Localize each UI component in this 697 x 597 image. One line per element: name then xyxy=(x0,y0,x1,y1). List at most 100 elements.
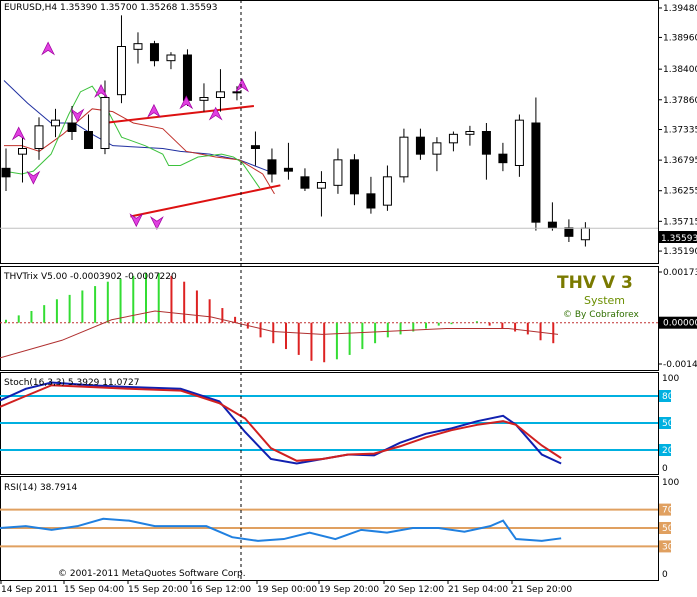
candle-body xyxy=(333,159,343,186)
candle-body xyxy=(498,153,508,164)
candle-body xyxy=(1,167,11,178)
sell-signal-arrow xyxy=(147,103,161,118)
candle-body xyxy=(366,193,376,209)
candle-body xyxy=(514,119,524,166)
time-tick-label: 19 Sep 20:00 xyxy=(319,585,379,595)
candle-body xyxy=(564,227,574,237)
candle-body xyxy=(133,43,143,50)
candle-body xyxy=(382,176,392,206)
candle-body xyxy=(465,131,475,135)
time-axis: 14 Sep 2011 15 Sep 04:00 15 Sep 20:00 16 Se… xyxy=(0,580,572,595)
rsi-level-box xyxy=(659,522,671,534)
price-tick-label: 1.36255 xyxy=(663,187,697,197)
time-tick-label: 14 Sep 2011 xyxy=(1,585,58,595)
price-tick-label: 1.38960 xyxy=(663,33,697,43)
time-tick-label: 15 Sep 20:00 xyxy=(128,585,188,595)
trend-line-0 xyxy=(103,105,255,124)
price-axis: 1.39480 1.38960 1.38400 1.37860 1.37335 1.367… xyxy=(0,4,697,257)
candle-body xyxy=(116,46,126,96)
trix-signal xyxy=(0,310,559,359)
rsi-panel[interactable]: 100 70 50 30 0 RSI(14) 38.7914 © 2001-2011 M… xyxy=(0,478,679,580)
main-frame xyxy=(0,0,659,264)
rsi-tick-label: 50 xyxy=(662,524,674,534)
rsi-axis: 100 70 50 30 0 xyxy=(659,478,679,580)
candle-body xyxy=(50,119,60,127)
current-price-box xyxy=(659,231,697,243)
copyright: © 2001-2011 MetaQuotes Software Corp. xyxy=(58,569,246,579)
trix-tick-label: -0.00141 xyxy=(663,360,697,370)
rsi-tick-label: 100 xyxy=(662,478,679,488)
candle-body xyxy=(283,167,293,172)
candle-body xyxy=(83,131,93,149)
candle-body xyxy=(199,97,209,101)
candle-body xyxy=(481,131,491,155)
buy-signal-arrow xyxy=(129,213,144,228)
current-price-label: 1.35593 xyxy=(661,234,697,244)
candle-body xyxy=(232,91,242,94)
rsi-line-0 xyxy=(0,517,562,542)
candle-body xyxy=(349,159,359,195)
trix-tick-label: 0.00000 xyxy=(663,319,697,329)
stoch-axis: 100 80 50 20 0 xyxy=(659,374,679,474)
sell-signal-arrow xyxy=(235,78,250,93)
candle-body xyxy=(267,159,277,175)
thv-logo-title: THV V 3 xyxy=(557,273,633,293)
candle-body xyxy=(580,227,590,241)
buy-signal-arrow xyxy=(26,170,41,185)
stoch-lines xyxy=(0,381,562,465)
stoch-tick-label: 20 xyxy=(662,446,674,456)
stoch-tick-label: 80 xyxy=(662,392,674,402)
stoch-level-box xyxy=(659,444,671,456)
candle-body xyxy=(300,176,310,189)
candle-body xyxy=(316,182,326,189)
sell-signal-arrow xyxy=(41,41,56,56)
time-tick-label: 15 Sep 04:00 xyxy=(64,585,124,595)
candle-body xyxy=(166,54,176,62)
price-tick-label: 1.39480 xyxy=(663,4,697,14)
thv-logo-credit: © By Cobraforex xyxy=(563,310,639,320)
time-tick-label: 19 Sep 00:00 xyxy=(257,585,317,595)
trix-label: THVTrix V5.00 -0.0003902 -0.0007220 xyxy=(3,272,177,282)
price-tick-label: 1.36795 xyxy=(663,156,697,166)
sell-signal-arrow xyxy=(208,106,223,121)
stoch-tick-label: 100 xyxy=(662,374,679,384)
candle-body xyxy=(149,43,159,62)
stoch-label: Stoch(16,3,3) 5.3929 11.0727 xyxy=(4,378,139,388)
price-panel[interactable]: 1.39480 1.38960 1.38400 1.37860 1.37335 1.367… xyxy=(0,3,697,257)
candle-body xyxy=(448,133,458,144)
sell-signal-arrow xyxy=(179,95,194,110)
rsi-levels xyxy=(0,508,658,548)
trix-tick-label: 0.001731 xyxy=(663,268,697,278)
trix-zero-box xyxy=(659,316,697,329)
buy-signal-arrow xyxy=(149,216,164,230)
time-tick-label: 16 Sep 12:00 xyxy=(191,585,251,595)
time-tick-label: 21 Sep 20:00 xyxy=(512,585,572,595)
time-tick-label: 20 Sep 12:00 xyxy=(384,585,444,595)
candle-body xyxy=(34,125,44,150)
sell-signal-arrow xyxy=(11,126,26,141)
price-tick-label: 1.37335 xyxy=(663,126,697,136)
trix-axis: 0.001731 0.00000 -0.00141 xyxy=(658,268,697,370)
stoch-tick-label: 50 xyxy=(662,419,674,429)
candle-body xyxy=(432,142,442,155)
trix-bars xyxy=(0,272,658,363)
thvtrix-panel[interactable]: 0.001731 0.00000 -0.00141 THVTrix V5.00 -0… xyxy=(0,268,697,370)
sell-signal-arrow xyxy=(94,84,108,98)
candle-body xyxy=(67,122,77,132)
candle-body xyxy=(215,91,225,99)
ma-line-0 xyxy=(3,80,269,172)
time-tick-label: 21 Sep 04:00 xyxy=(448,585,508,595)
stoch-level-box xyxy=(659,417,671,429)
price-tick-label: 1.38400 xyxy=(663,65,697,75)
stochastic-panel[interactable]: 100 80 50 20 0 Stoch(16,3,3) 5.3929 11.0727 xyxy=(0,374,679,474)
price-tick-label: 1.35715 xyxy=(663,217,697,227)
price-tick-label: 1.35190 xyxy=(663,247,697,257)
trend-line-1 xyxy=(130,184,281,218)
candle-body xyxy=(531,122,541,223)
candle-body xyxy=(17,148,27,155)
rsi-tick-label: 0 xyxy=(662,570,668,580)
ma-line-2 xyxy=(3,85,261,189)
candles xyxy=(1,15,590,247)
stoch-line-1 xyxy=(0,384,562,462)
